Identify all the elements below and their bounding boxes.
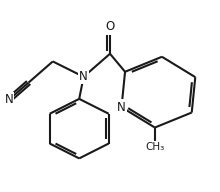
Text: O: O <box>105 20 115 33</box>
Text: N: N <box>79 70 88 83</box>
Text: N: N <box>4 93 13 106</box>
Text: CH₃: CH₃ <box>145 142 165 152</box>
Text: N: N <box>117 101 126 114</box>
